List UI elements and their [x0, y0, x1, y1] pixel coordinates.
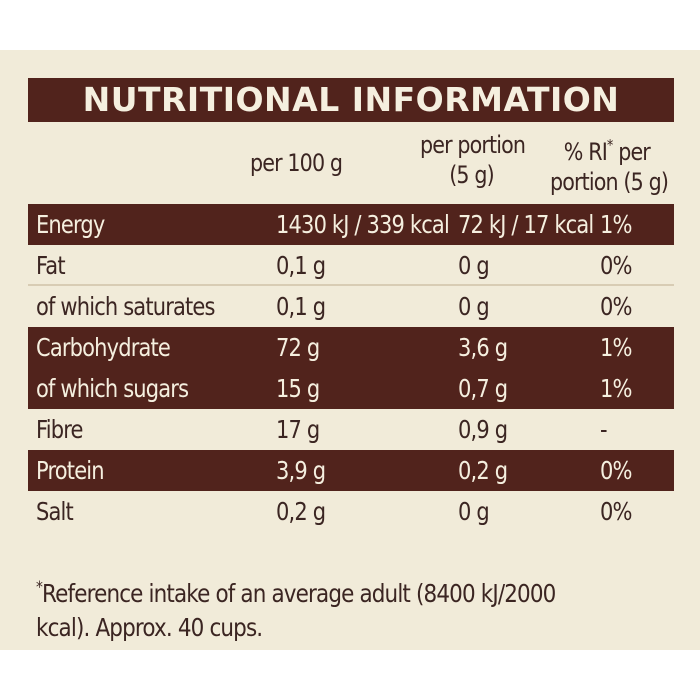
column-header-per-portion: per portion (5 g) [420, 130, 526, 190]
nutrient-name: Fat [36, 251, 66, 280]
nutrient-name: Energy [36, 210, 105, 239]
value-ri-percent: 0% [600, 292, 632, 321]
value-per-portion: 0,9 g [458, 415, 508, 444]
value-ri-percent: 0% [600, 456, 632, 485]
column-header-per-portion-line1: per portion [420, 131, 526, 159]
column-header-per-portion-line2: (5 g) [449, 161, 494, 189]
table-row: of which saturates 0,1 g 0 g 0% [28, 286, 674, 327]
value-per-portion: 72 kJ / 17 kcal [458, 210, 594, 239]
table-row: Fat 0,1 g 0 g 0% [28, 245, 674, 286]
value-per-portion: 0,7 g [458, 374, 508, 403]
nutrient-name: Salt [36, 497, 74, 526]
table-row: Energy 1430 kJ / 339 kcal 72 kJ / 17 kcal 1… [28, 204, 674, 245]
ri-asterisk: * [606, 136, 613, 154]
nutrient-name: Carbohydrate [36, 333, 171, 362]
value-per-portion: 0 g [458, 497, 490, 526]
value-ri-percent: 0% [600, 497, 632, 526]
reference-intake-footnote: *Reference intake of an average adult (8… [36, 570, 586, 645]
value-per-100g: 15 g [276, 374, 320, 403]
column-header-ri-per-portion: % RI* per portion (5 g) [550, 130, 669, 197]
ri-label: % RI [563, 138, 608, 166]
value-ri-percent: 1% [600, 333, 632, 362]
table-row: Protein 3,9 g 0,2 g 0% [28, 450, 674, 491]
value-ri-percent: 1% [600, 374, 632, 403]
ri-per-label: per [612, 138, 651, 166]
table-row: Fibre 17 g 0,9 g - [28, 409, 674, 450]
value-per-100g: 0,1 g [276, 292, 326, 321]
column-header-ri-line1: % RI* per [550, 130, 668, 167]
label-title: NUTRITIONAL INFORMATION [28, 78, 674, 122]
value-per-portion: 0 g [458, 251, 490, 280]
value-ri-percent: - [600, 415, 608, 444]
value-ri-percent: 1% [600, 210, 632, 239]
column-header-ri-line2: portion (5 g) [550, 168, 669, 196]
value-per-100g: 0,1 g [276, 251, 326, 280]
value-per-100g: 1430 kJ / 339 kcal [276, 210, 450, 239]
nutrition-table: Energy 1430 kJ / 339 kcal 72 kJ / 17 kcal 1… [28, 204, 674, 534]
value-per-portion: 3,6 g [458, 333, 508, 362]
table-row: Carbohydrate 72 g 3,6 g 1% [28, 327, 674, 368]
footnote-line2: kcal). Approx. 40 cups. [36, 613, 263, 642]
value-per-100g: 0,2 g [276, 497, 326, 526]
nutrient-name: Fibre [36, 415, 83, 444]
value-per-100g: 3,9 g [276, 456, 326, 485]
nutrient-name: Protein [36, 456, 105, 485]
column-header-per-100g: per 100 g [250, 149, 343, 177]
nutrition-label: NUTRITIONAL INFORMATION per 100 g per po… [0, 50, 700, 650]
table-row: of which sugars 15 g 0,7 g 1% [28, 368, 674, 409]
nutrient-name: of which saturates [36, 292, 215, 321]
value-per-100g: 17 g [276, 415, 320, 444]
value-per-portion: 0,2 g [458, 456, 508, 485]
table-row: Salt 0,2 g 0 g 0% [28, 491, 674, 532]
footnote-asterisk: * [36, 577, 43, 596]
value-per-portion: 0 g [458, 292, 490, 321]
footnote-line1: Reference intake of an average adult (84… [42, 579, 556, 608]
nutrient-name: of which sugars [36, 374, 189, 403]
value-ri-percent: 0% [600, 251, 632, 280]
value-per-100g: 72 g [276, 333, 320, 362]
